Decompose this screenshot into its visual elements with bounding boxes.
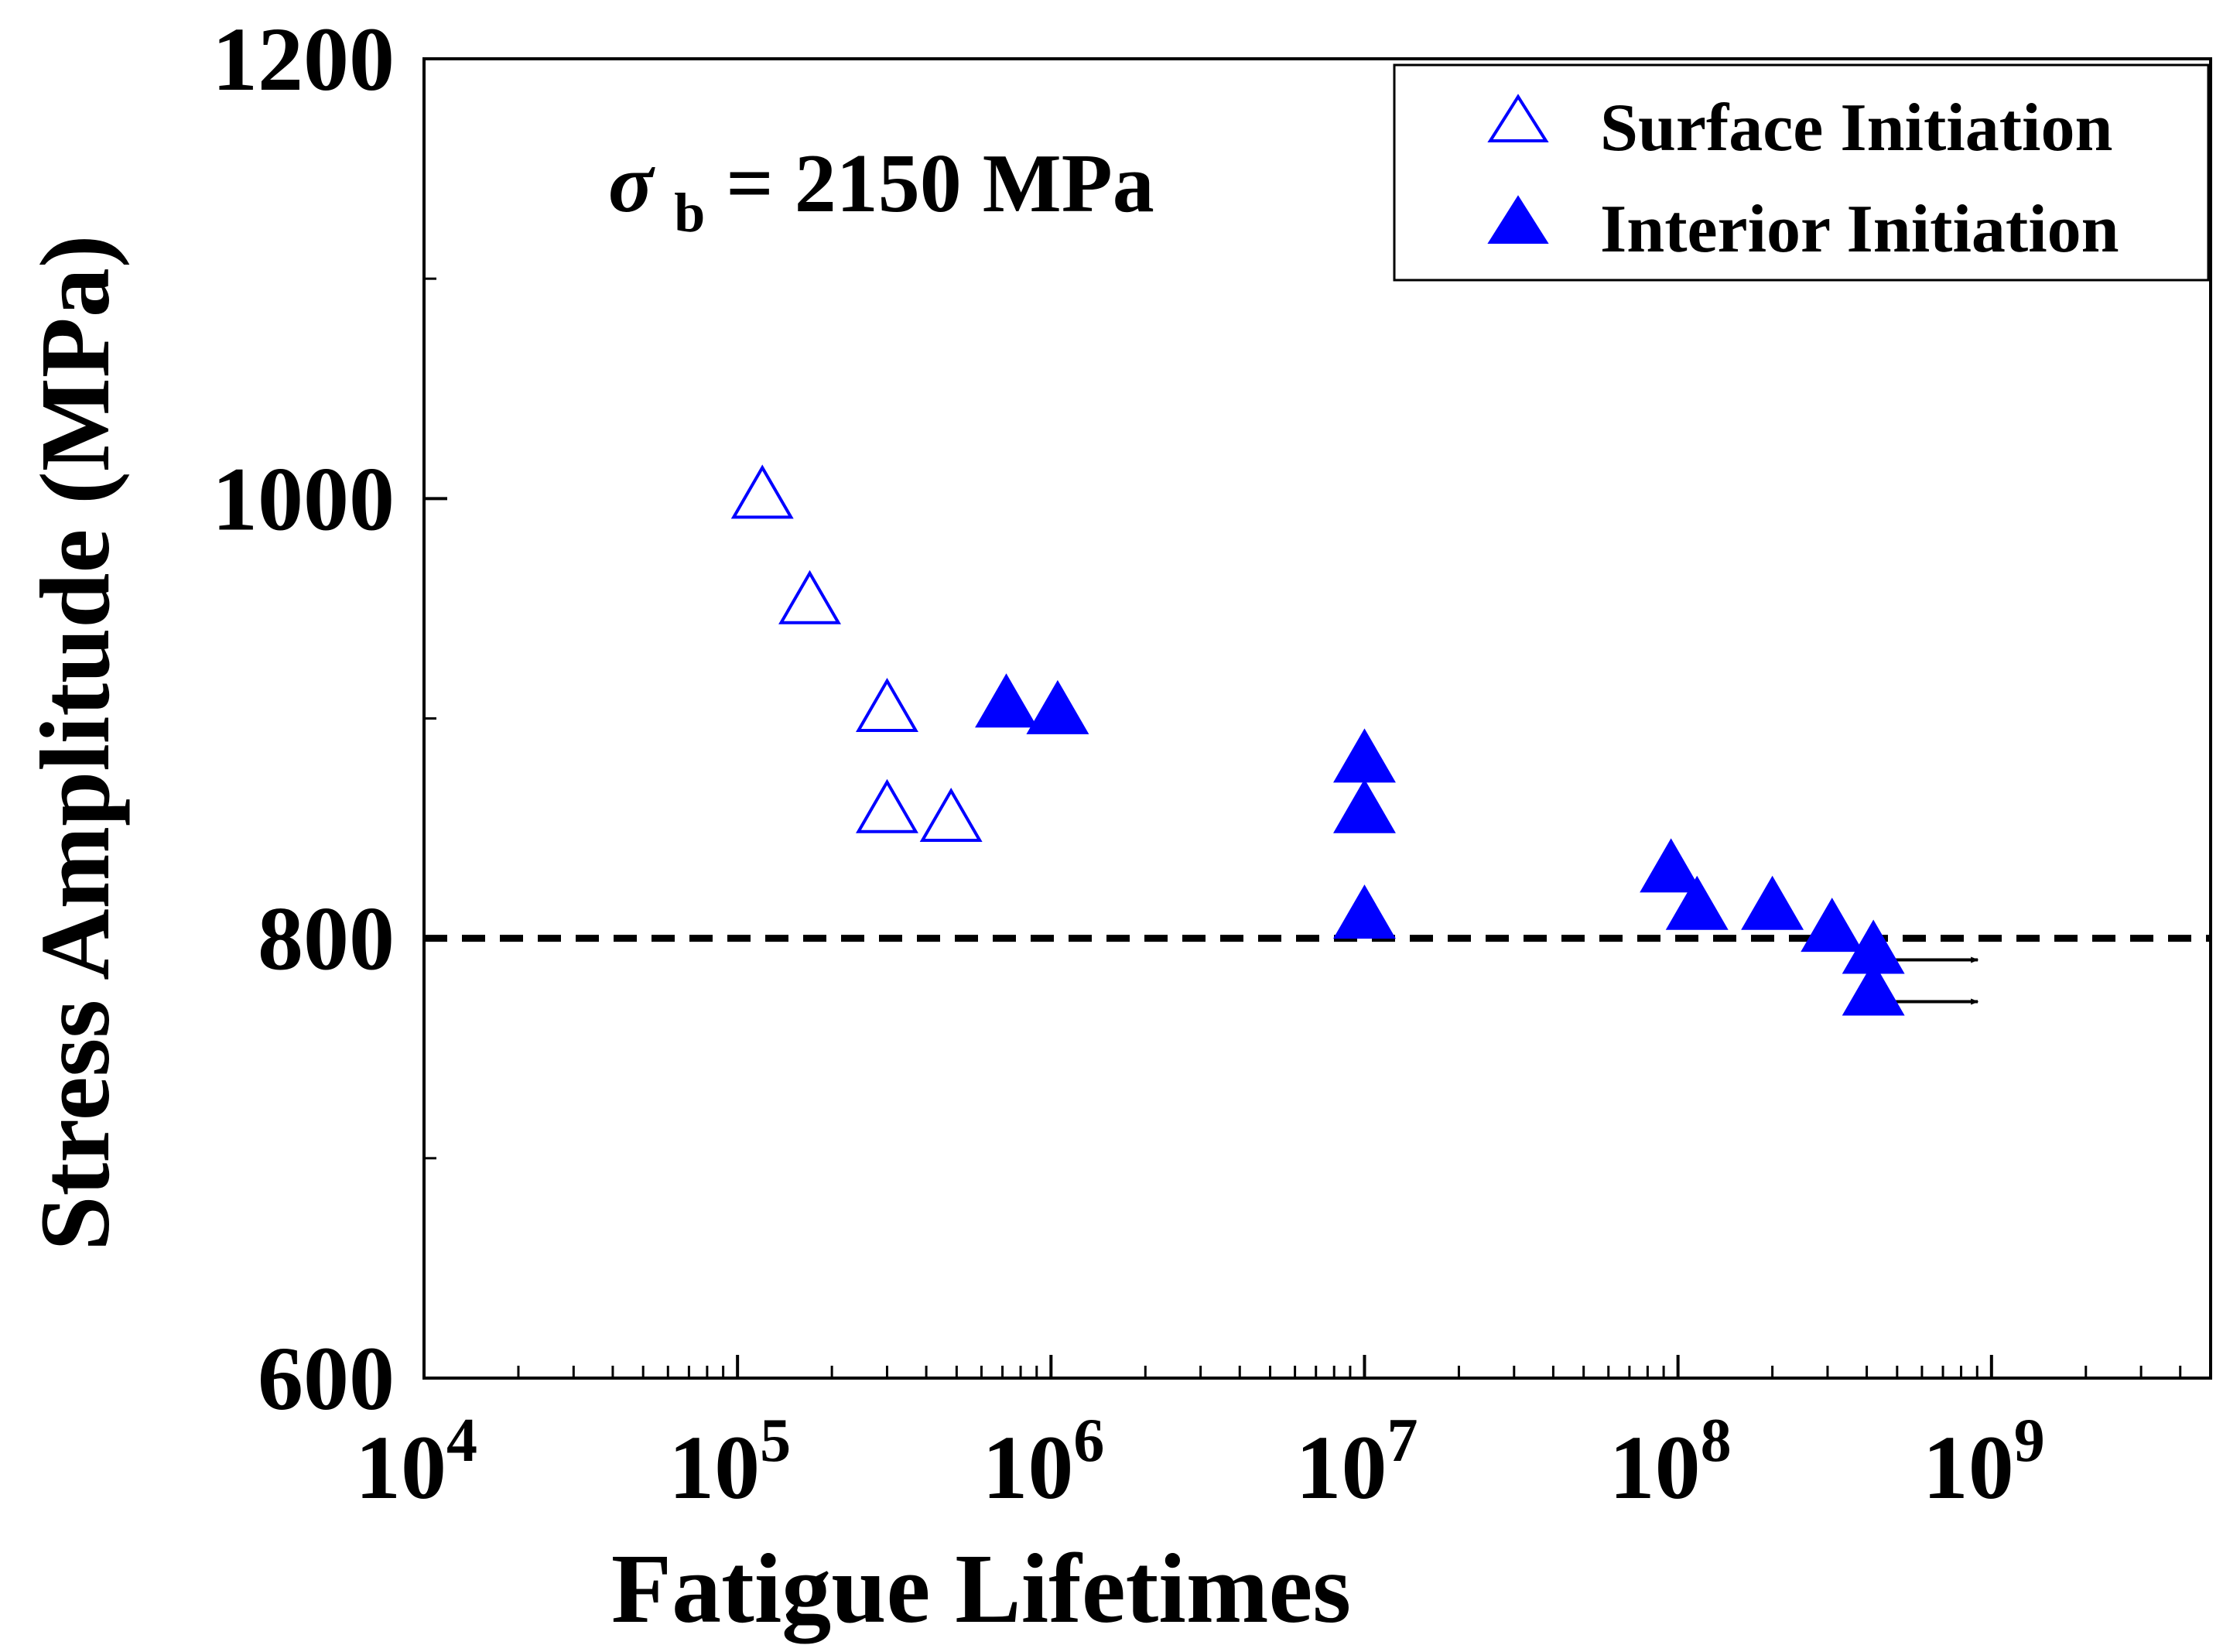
data-points: [730, 464, 1905, 1016]
interior-initiation-point: [975, 673, 1038, 728]
interior-initiation-point: [1842, 961, 1905, 1016]
sigma-symbol: σ: [608, 138, 655, 230]
interior-initiation-point: [1640, 838, 1703, 893]
surface-initiation-point: [856, 677, 918, 732]
x-tick-labels: 104 105 106 107 108 109: [355, 1407, 2045, 1518]
y-axis-title: Stress Amplitude (MPa): [20, 234, 130, 1250]
interior-initiation-point: [1333, 884, 1396, 939]
y-tick-labels: 600 800 1000 1200: [212, 9, 395, 1429]
x-tick-label: 109: [1923, 1407, 2045, 1518]
legend-marker-surface: [1487, 94, 1549, 142]
legend-label-surface: Surface Initiation: [1600, 91, 2112, 166]
y-tick-label: 600: [258, 1328, 395, 1429]
x-minor-ticks: [517, 1366, 2212, 1378]
surface-initiation-point: [730, 464, 794, 519]
interior-initiation-point: [1333, 728, 1396, 783]
x-tick-label: 107: [1295, 1407, 1418, 1518]
interior-initiation-point: [1801, 898, 1864, 953]
y-tick-label: 800: [258, 888, 395, 990]
x-tick-label: 105: [669, 1407, 791, 1518]
legend: Surface Initiation Interior Initiation: [1393, 63, 2210, 282]
y-tick-label: 1000: [212, 448, 395, 549]
legend-label-interior: Interior Initiation: [1600, 192, 2119, 267]
x-major-ticks: [422, 1355, 1993, 1378]
interior-initiation-point: [1026, 679, 1089, 734]
interior-initiation-point: [1741, 875, 1804, 930]
y-tick-label: 1200: [212, 9, 395, 110]
sigma-subscript: b: [674, 182, 705, 244]
strength-annotation: σ b = 2150 MPa: [608, 138, 1154, 250]
interior-initiation-point: [1333, 778, 1396, 833]
x-tick-label: 106: [982, 1407, 1104, 1518]
annotation-value: = 2150 MPa: [726, 138, 1154, 230]
surface-initiation-point: [856, 778, 918, 833]
y-minor-ticks: [424, 277, 436, 1160]
surface-initiation-point: [778, 569, 841, 624]
legend-box: [1393, 63, 2210, 282]
x-tick-label: 108: [1609, 1407, 1732, 1518]
x-axis-title: Fatigue Lifetimes: [611, 1534, 1351, 1643]
legend-marker-interior: [1487, 195, 1549, 244]
interior-initiation-point: [1665, 875, 1729, 930]
surface-initiation-point: [919, 788, 983, 843]
x-tick-label: 104: [355, 1407, 477, 1518]
